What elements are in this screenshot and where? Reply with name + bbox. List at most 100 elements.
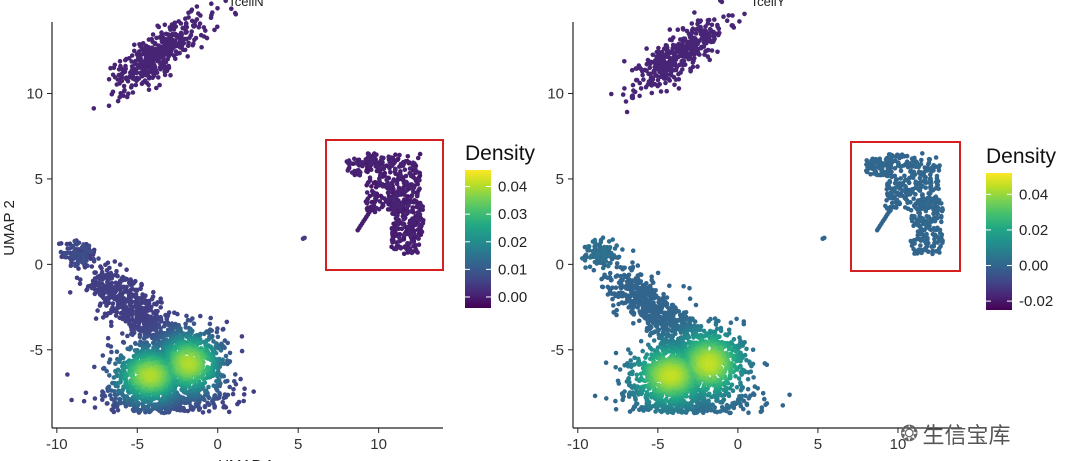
scatter-point (233, 372, 238, 377)
scatter-point (892, 194, 897, 199)
scatter-point (914, 185, 919, 191)
scatter-point (137, 42, 142, 47)
scatter-point (126, 56, 132, 61)
scatter-point (623, 300, 628, 306)
scatter-point (65, 372, 70, 377)
scatter-point (392, 194, 398, 199)
scatter-point (884, 206, 890, 211)
scatter-point (887, 195, 893, 201)
scatter-point (140, 65, 146, 70)
scatter-point (705, 34, 711, 40)
scatter-point (394, 246, 399, 252)
scatter-point (192, 23, 198, 28)
scatter-point (179, 32, 184, 38)
scatter-point (933, 155, 939, 160)
scatter-point (704, 48, 709, 53)
scatter-point (919, 157, 924, 163)
scatter-point (392, 159, 398, 165)
scatter-point (387, 207, 393, 212)
scatter-point (123, 66, 128, 71)
scatter-point (705, 18, 711, 23)
scatter-point (138, 286, 143, 292)
scatter-point (142, 78, 148, 83)
scatter-point (391, 186, 396, 192)
scatter-point (158, 319, 164, 324)
scatter-point (919, 170, 924, 175)
scatter-point (175, 311, 180, 317)
scatter-point (158, 49, 163, 55)
scatter-point (630, 82, 636, 88)
scatter-point (708, 28, 714, 33)
scatter-point (58, 249, 64, 255)
scatter-point (84, 287, 89, 293)
scatter-point (935, 197, 941, 202)
scatter-point (588, 255, 593, 260)
scatter-point (393, 152, 398, 157)
scatter-point (611, 303, 616, 308)
scatter-point (679, 62, 684, 67)
scatter-point (68, 263, 74, 269)
scatter-point (84, 258, 89, 263)
scatter-point (927, 226, 932, 231)
scatter-point (358, 170, 363, 175)
scatter-point (187, 35, 192, 40)
scatter-point (613, 285, 619, 291)
scatter-point (939, 219, 944, 225)
scatter-point (226, 409, 232, 415)
scatter-point (124, 276, 129, 282)
scatter-point (701, 36, 707, 42)
scatter-point (168, 27, 173, 32)
scatter-point (393, 233, 399, 239)
scatter-point (624, 109, 630, 115)
y-tick-label: 0 (35, 256, 43, 273)
scatter-point (630, 260, 635, 265)
scatter-point (146, 76, 152, 81)
scatter-point (133, 341, 138, 347)
panel-2: TcellY-10 -5 0 5 10-50510Density-0.020.000.0… (547, 0, 1057, 453)
scatter-point (198, 32, 204, 38)
scatter-point (605, 292, 611, 297)
scatter-point (232, 10, 238, 16)
scatter-point (388, 160, 393, 165)
scatter-point (641, 77, 646, 82)
scatter-point (109, 396, 114, 402)
scatter-point (887, 191, 892, 196)
scatter-point (384, 177, 389, 183)
scatter-point (155, 23, 160, 29)
scatter-point (910, 158, 916, 163)
scatter-point (108, 65, 113, 71)
scatter-point (149, 335, 155, 341)
scatter-point (612, 246, 618, 251)
scatter-point (667, 27, 673, 32)
scatter-point (898, 168, 904, 174)
scatter-point (902, 183, 908, 189)
scatter-point (115, 407, 121, 413)
scatter-point (100, 353, 106, 358)
scatter-point (124, 267, 129, 273)
scatter-point (690, 39, 695, 45)
scatter-point (889, 200, 895, 206)
scatter-point (189, 7, 195, 12)
scatter-point (136, 56, 141, 61)
scatter-point (396, 204, 402, 210)
scatter-point (741, 321, 747, 327)
scatter-point (656, 57, 661, 62)
scatter-point (608, 277, 614, 283)
scatter-point (903, 177, 908, 183)
scatter-point (165, 52, 170, 57)
scatter-point (109, 91, 115, 97)
scatter-point (692, 319, 698, 324)
scatter-point (156, 75, 161, 80)
scatter-point (592, 254, 598, 259)
scatter-point (724, 402, 730, 408)
scatter-point (902, 205, 908, 210)
scatter-point (751, 375, 756, 380)
scatter-point (230, 391, 236, 397)
scatter-point (164, 316, 170, 322)
scatter-point (154, 302, 159, 307)
scatter-point (927, 157, 933, 162)
scatter-point (391, 207, 397, 213)
scatter-point (147, 372, 152, 378)
scatter-point (940, 207, 945, 213)
scatter-point (166, 32, 172, 37)
